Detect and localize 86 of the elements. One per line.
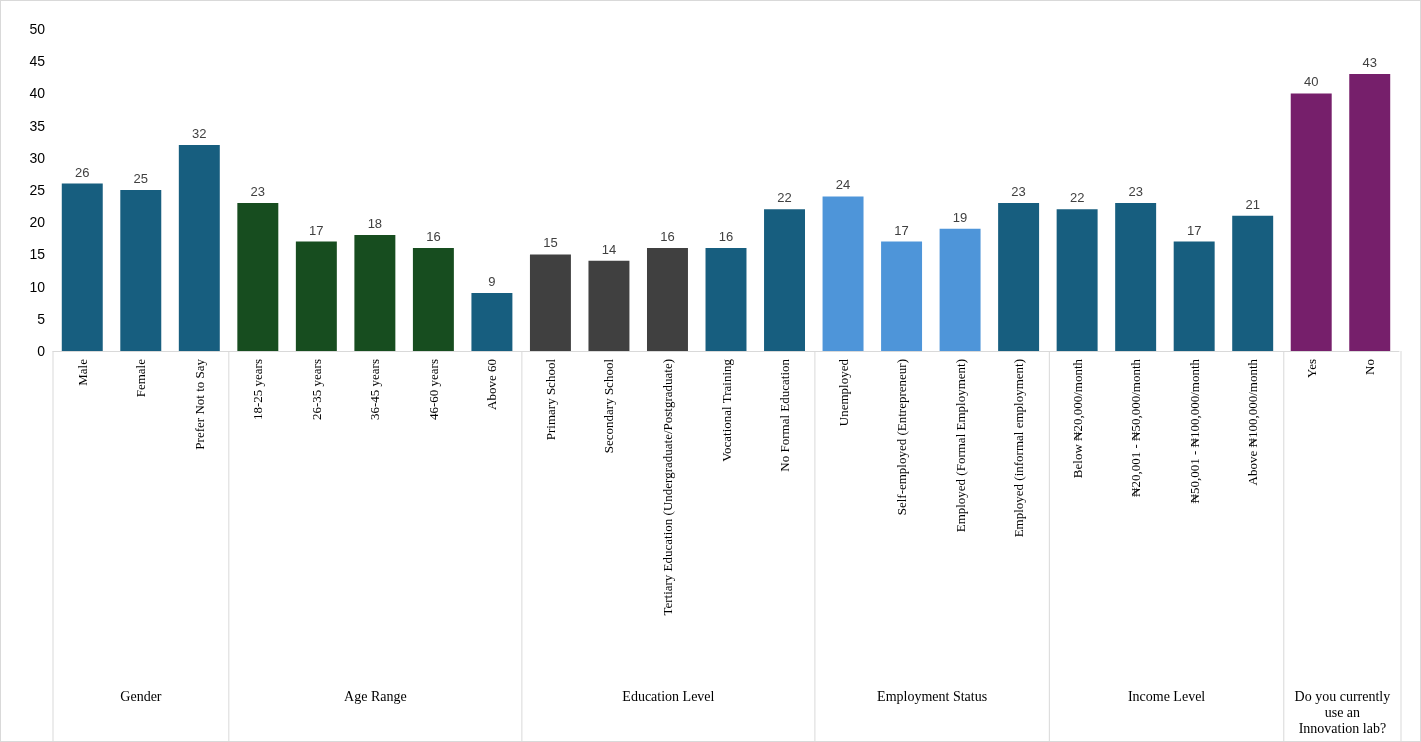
data-label: 23 [250, 183, 266, 199]
y-tick-label: 0 [37, 343, 46, 359]
data-label: 22 [777, 190, 792, 206]
text: Do you currently use an Innovation lab? [1294, 688, 1391, 736]
bar [354, 235, 396, 351]
bar [705, 247, 747, 351]
text: Gender [120, 688, 162, 704]
data-label: 9 [488, 274, 496, 290]
y-tick-label: 50 [29, 21, 46, 37]
data-label: 16 [718, 228, 734, 244]
text: Employment Status [877, 688, 988, 704]
bar [588, 260, 630, 351]
data-label: 18 [367, 216, 383, 232]
bar [939, 228, 981, 351]
y-tick-label: 45 [29, 53, 46, 70]
x-tick-label: Tertiary Education (Undergraduate/Postgraduate) [659, 359, 675, 616]
x-tick-label: 36-45 years [367, 359, 383, 421]
x-tick-label: Unemployed [835, 358, 851, 427]
data-label: 19 [952, 209, 968, 225]
y-tick-label: 5 [37, 310, 46, 327]
x-tick-label: ₦50,001 - ₦100,000/month [1186, 358, 1202, 504]
y-tick-label: 30 [29, 149, 46, 166]
x-tick-label: Male [74, 358, 90, 386]
bar [1173, 241, 1215, 351]
data-label: 16 [660, 228, 675, 244]
bar [764, 209, 805, 351]
bar [1290, 93, 1332, 351]
x-tick-label: Secondary School [601, 358, 617, 454]
x-tick-label: 46-60 years [425, 359, 441, 421]
bar [1349, 74, 1391, 351]
data-label: 17 [309, 222, 324, 238]
data-label: 23 [1011, 183, 1026, 199]
x-tick-label: Employed (informal employment) [1011, 359, 1027, 538]
text: Education Level [622, 688, 715, 704]
data-label: 26 [75, 164, 90, 180]
data-label: 17 [1186, 222, 1202, 238]
y-tick-label: 15 [29, 246, 46, 263]
x-tick-label: Vocational Training [718, 358, 734, 462]
x-tick-label: Below ₦20,000/month [1069, 358, 1085, 479]
data-label: 40 [1303, 74, 1319, 90]
bar [822, 196, 864, 351]
bar [295, 241, 337, 351]
data-label: 17 [894, 222, 909, 238]
y-tick-label: 40 [29, 85, 46, 102]
x-tick-label: 18-25 years [250, 359, 266, 421]
x-tick-label: Above 60 [484, 359, 500, 410]
text: Age Range [344, 688, 407, 704]
bar [1232, 215, 1274, 351]
data-label: 14 [601, 241, 617, 257]
x-tick-label: ₦20,001 - ₦50,000/month [1128, 358, 1144, 497]
bar [237, 202, 279, 351]
bar [178, 144, 220, 351]
x-tick-label: No [1362, 359, 1378, 375]
bar [881, 241, 923, 351]
bar [412, 247, 454, 351]
x-tick-label: Prefer Not to Say [191, 358, 207, 450]
data-label: 25 [133, 171, 149, 186]
bar [1056, 209, 1098, 351]
x-tick-label: Self-employed (Entrepreneur) [894, 359, 910, 516]
data-label: 22 [1069, 190, 1085, 206]
x-tick-label: Yes [1303, 359, 1319, 378]
bar [1115, 202, 1157, 351]
y-tick-label: 20 [29, 214, 46, 231]
x-tick-label: Employed (Formal Employment) [952, 359, 968, 533]
x-tick-label: Above ₦100,000/month [1245, 358, 1261, 486]
data-label: 43 [1362, 55, 1377, 71]
data-label: 23 [1128, 183, 1143, 199]
bar [529, 254, 571, 351]
data-label: 24 [835, 177, 851, 193]
bar [998, 202, 1040, 351]
data-label: 32 [192, 125, 207, 141]
data-label: 15 [543, 235, 558, 251]
x-tick-label: Female [133, 358, 149, 398]
y-tick-label: 10 [29, 278, 46, 295]
bar [647, 247, 688, 351]
bar [120, 190, 162, 351]
bar [471, 293, 513, 351]
data-label: 21 [1245, 196, 1260, 212]
bar [61, 183, 103, 351]
x-tick-label: Primary School [542, 358, 558, 441]
x-tick-label: No Formal Education [777, 358, 793, 472]
data-label: 16 [426, 228, 441, 244]
y-tick-label: 35 [29, 117, 46, 134]
y-tick-label: 25 [29, 182, 46, 198]
x-tick-label: 26-35 years [308, 359, 324, 421]
text: Income Level [1127, 688, 1206, 704]
